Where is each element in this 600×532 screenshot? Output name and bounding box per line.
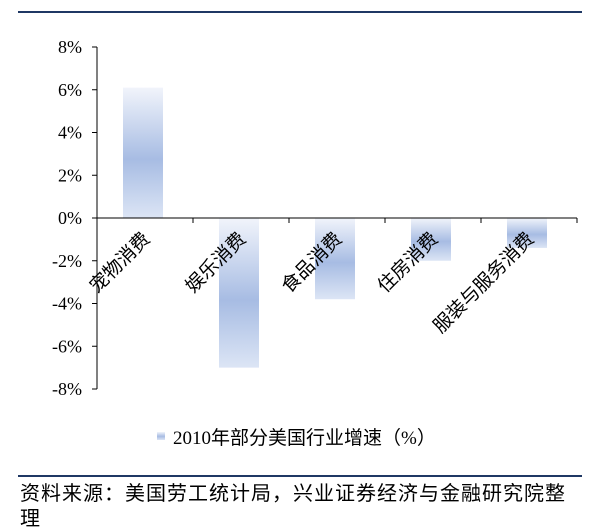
bar-1 (123, 87, 163, 218)
source-note: 资料来源：美国劳工统计局，兴业证券经济与金融研究院整理 (20, 481, 566, 530)
category-label: 宠物消费 (85, 228, 154, 297)
legend: 2010年部分美国行业增速（%） (157, 427, 436, 449)
legend-swatch (157, 432, 165, 440)
y-tick-label: -8% (52, 379, 82, 399)
y-tick-label: 8% (58, 37, 82, 57)
bar-2 (219, 218, 259, 368)
top-rule (18, 11, 582, 13)
y-tick-label: 2% (58, 165, 82, 185)
y-tick-label: 4% (58, 123, 82, 143)
bottom-rule (18, 475, 582, 477)
y-tick-label: 6% (58, 80, 82, 100)
bar-5 (507, 218, 547, 248)
y-tick-label: -6% (52, 336, 82, 356)
y-tick-label: -2% (52, 251, 82, 271)
bar-4 (411, 218, 451, 261)
bar-chart: 8%6%4%2%0%-2%-4%-6%-8%宠物消费 娱乐消费 食品消费 住房消费服装… (52, 37, 578, 449)
y-tick-label: 0% (58, 208, 82, 228)
y-tick-label: -4% (52, 294, 82, 314)
category-label: 住房消费 (373, 228, 442, 297)
legend-label: 2010年部分美国行业增速（%） (173, 427, 436, 449)
bar-3 (315, 218, 355, 300)
